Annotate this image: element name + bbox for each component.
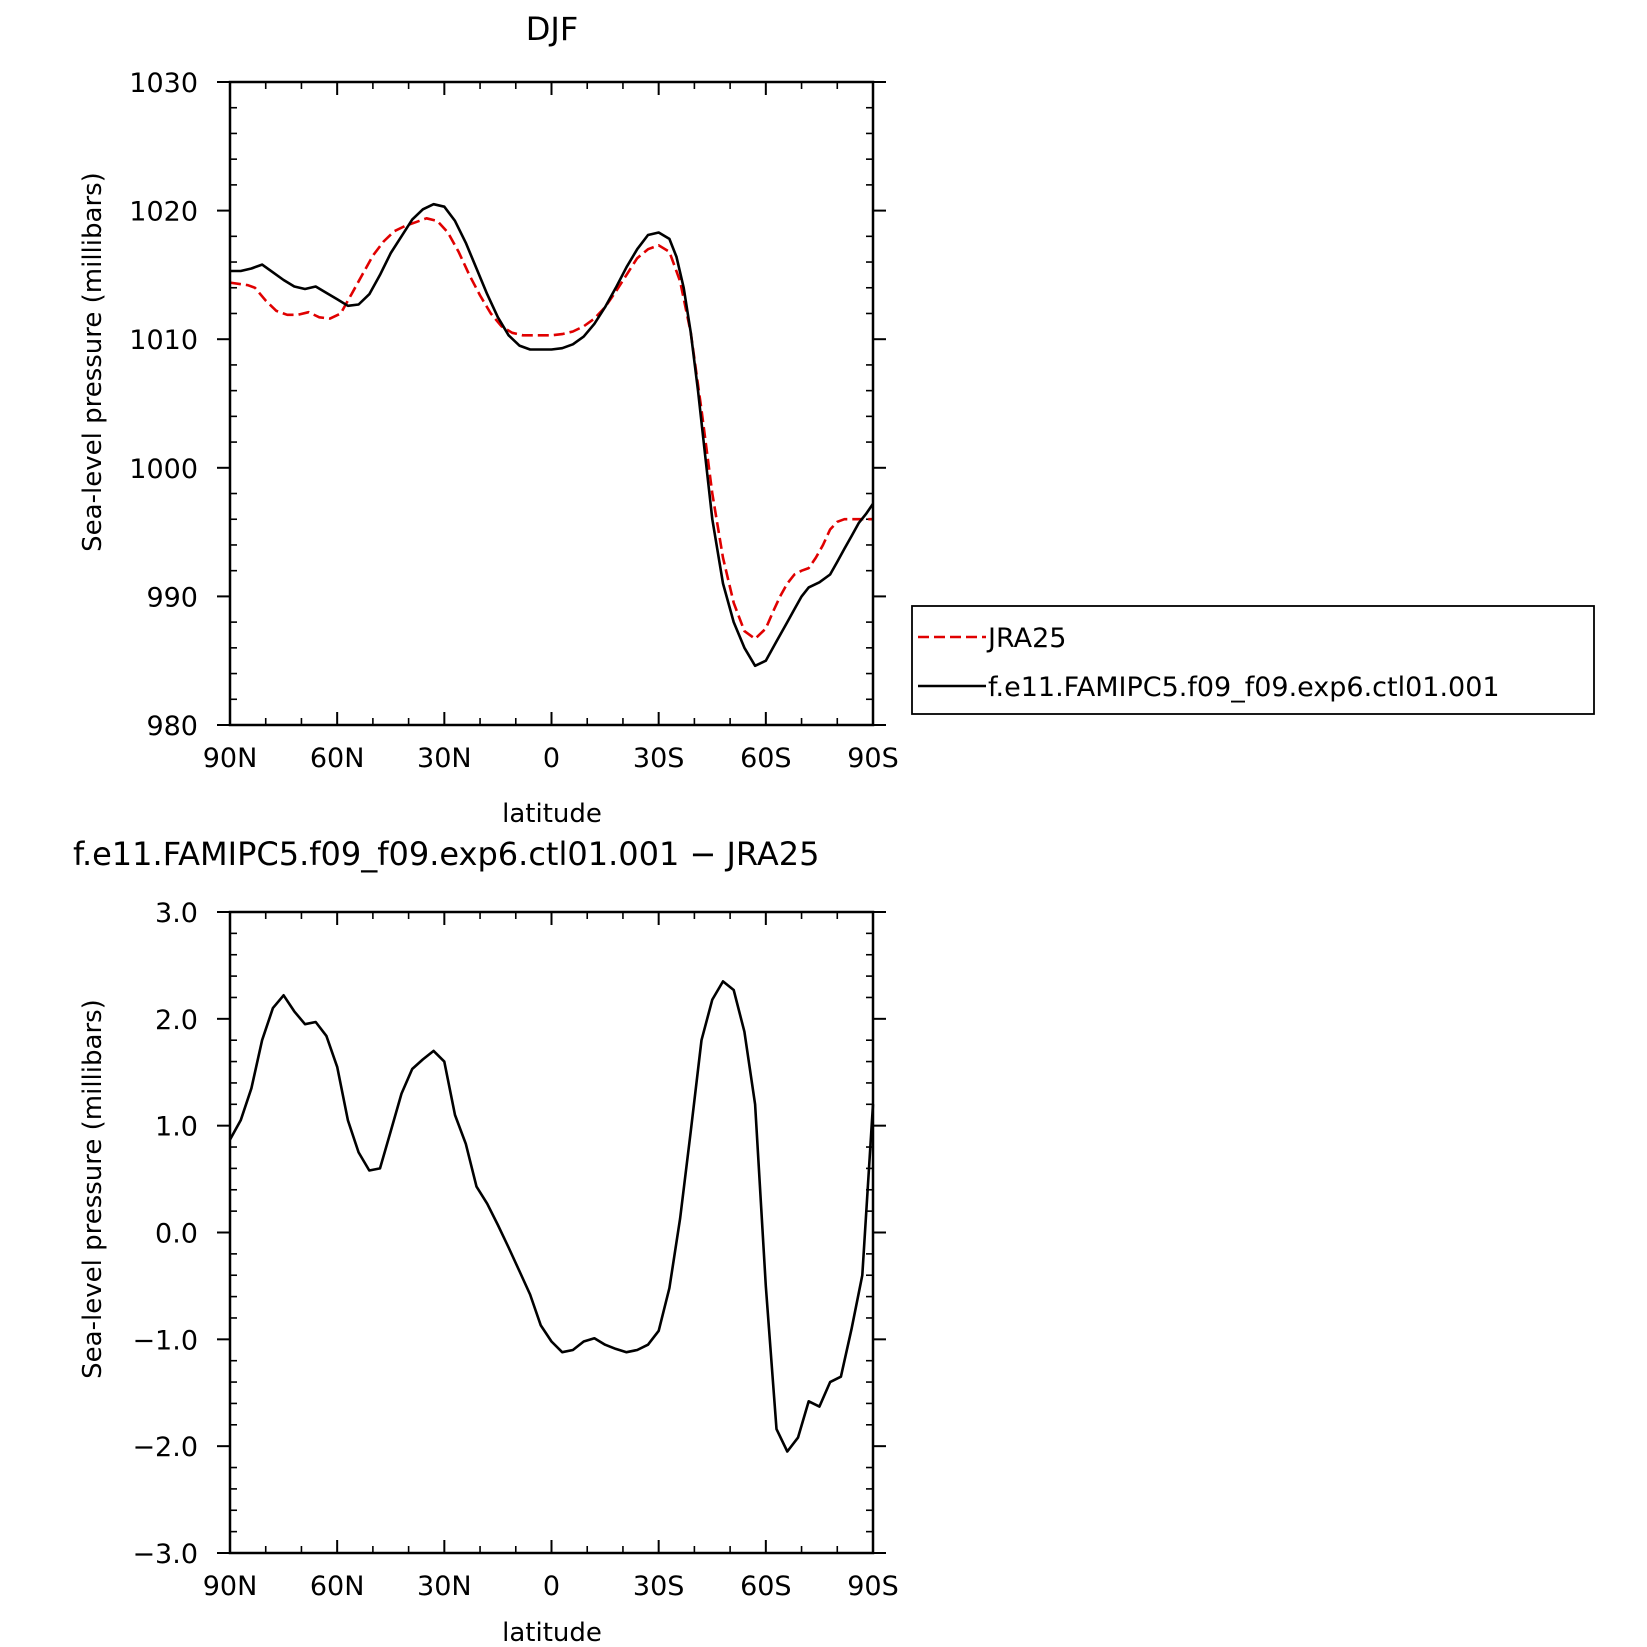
y-axis-label: Sea-level pressure (millibars) (78, 172, 108, 552)
x-axis-label: latitude (502, 1618, 602, 1647)
x-axis-label: latitude (502, 799, 602, 829)
y-tick-label: −3.0 (132, 1539, 198, 1570)
legend-item-jra25: JRA25 (986, 623, 1066, 654)
series-line-jra25 (229, 217, 873, 641)
y-tick-label: 2.0 (155, 1005, 198, 1036)
y-tick-label: 1010 (129, 325, 198, 356)
x-tick-label: 30N (417, 743, 472, 774)
x-tick-label: 30N (417, 1571, 472, 1602)
y-tick-label: 1000 (129, 454, 198, 485)
chart-title: f.e11.FAMIPC5.f09_f09.exp6.ctl01.001 − J… (73, 835, 819, 873)
y-tick-label: 1.0 (155, 1112, 198, 1143)
x-tick-label: 90S (847, 743, 899, 774)
y-tick-label: −2.0 (132, 1432, 198, 1463)
chart-legend: JRA25 f.e11.FAMIPC5.f09_f09.exp6.ctl01.0… (911, 605, 1595, 715)
x-tick-label: 90N (203, 743, 258, 774)
chart-title: DJF (526, 10, 578, 48)
y-tick-label: 3.0 (155, 898, 198, 929)
x-tick-label: 30S (633, 743, 685, 774)
x-tick-label: 60S (740, 743, 792, 774)
y-tick-label: 1020 (129, 197, 198, 228)
x-tick-label: 60N (310, 743, 365, 774)
series-line-model (230, 202, 875, 668)
y-tick-label: −1.0 (132, 1325, 198, 1356)
x-tick-label: 30S (633, 1571, 685, 1602)
y-tick-label: 980 (146, 711, 198, 742)
x-tick-label: 90S (847, 1571, 899, 1602)
legend-item-model: f.e11.FAMIPC5.f09_f09.exp6.ctl01.001 (988, 672, 1500, 703)
plot-area-frame (228, 80, 875, 727)
chart-panel-difference: f.e11.FAMIPC5.f09_f09.exp6.ctl01.001 − J… (73, 835, 899, 1647)
plot-area-frame (228, 910, 875, 1555)
x-tick-label: 60N (310, 1571, 365, 1602)
series-line-difference (228, 980, 875, 1453)
y-tick-label: 990 (146, 582, 198, 613)
x-tick-label: 0 (543, 743, 560, 774)
y-tick-label: 1030 (129, 68, 198, 99)
x-tick-label: 60S (740, 1571, 792, 1602)
x-tick-label: 0 (543, 1571, 560, 1602)
chart-panel-djf: DJF latitude Sea-level pressure (milliba… (78, 10, 899, 829)
legend-box (911, 605, 1595, 715)
y-axis-label: Sea-level pressure (millibars) (78, 999, 108, 1379)
y-tick-label: 0.0 (155, 1219, 198, 1250)
x-tick-label: 90N (203, 1571, 258, 1602)
